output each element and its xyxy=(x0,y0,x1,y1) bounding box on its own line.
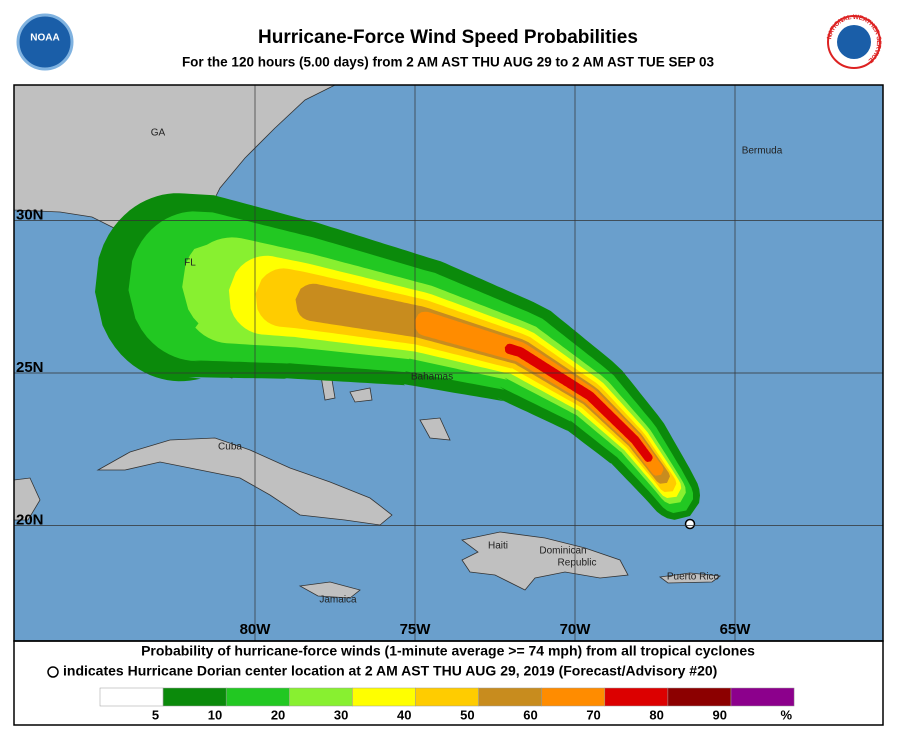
place-label: Republic xyxy=(558,558,597,569)
legend-label: 80 xyxy=(649,707,663,722)
legend-label: 90 xyxy=(713,707,727,722)
legend-box xyxy=(415,687,479,707)
probability-area xyxy=(504,343,653,462)
lon-label: 70W xyxy=(560,621,592,638)
legend-label: 5 xyxy=(152,707,159,722)
legend-box xyxy=(604,687,669,707)
place-label: Jamaica xyxy=(319,595,357,606)
lon-label: 80W xyxy=(240,621,272,638)
place-label: Dominican xyxy=(539,546,586,557)
probability-area xyxy=(295,283,670,484)
noaa-logo xyxy=(16,13,74,71)
place-label: Cuba xyxy=(218,442,242,453)
footer-line: indicates Hurricane Dorian center locati… xyxy=(63,663,717,679)
lon-label: 65W xyxy=(720,621,752,638)
legend-label: 50 xyxy=(460,707,474,722)
footer-frame xyxy=(13,640,884,726)
legend-label: 20 xyxy=(271,707,285,722)
footer-line: Probability of hurricane-force winds (1-… xyxy=(141,643,755,659)
legend-box xyxy=(162,687,227,707)
lat-label: 20N xyxy=(16,511,44,528)
legend-box xyxy=(225,687,290,707)
lon-label: 75W xyxy=(400,621,432,638)
lat-label: 30N xyxy=(16,206,44,223)
legend-label: 70 xyxy=(586,707,600,722)
place-label: Bahamas xyxy=(411,372,453,383)
legend-box xyxy=(352,687,416,707)
legend-box xyxy=(541,687,606,707)
storm-center xyxy=(684,518,696,530)
graticule xyxy=(14,85,883,641)
map xyxy=(14,85,883,641)
title: Hurricane-Force Wind Speed Probabilities xyxy=(258,27,638,48)
lat-label: 25N xyxy=(16,359,44,376)
legend-unit: % xyxy=(781,707,793,722)
place-label: Puerto Rico xyxy=(667,572,720,583)
probability-swath xyxy=(95,193,700,530)
probability-area xyxy=(414,311,664,476)
nws-logo-inner xyxy=(837,25,871,59)
legend-label: 60 xyxy=(523,707,537,722)
legend-box xyxy=(289,687,353,707)
subtitle: For the 120 hours (5.00 days) from 2 AM … xyxy=(182,55,715,70)
legend-box xyxy=(99,687,164,707)
legend-box xyxy=(667,687,732,707)
place-label: GA xyxy=(151,128,166,139)
legend: 5 10 20 30 40 50 60 70 80 90% xyxy=(99,687,795,722)
place-label: FL xyxy=(184,258,196,269)
legend-label: 10 xyxy=(208,707,222,722)
center-symbol xyxy=(47,666,59,678)
place-label: Haiti xyxy=(488,541,508,552)
place-label: Bermuda xyxy=(742,146,783,157)
legend-box xyxy=(730,687,795,707)
logo-text: NOAA xyxy=(30,33,59,44)
legend-label: 40 xyxy=(397,707,411,722)
legend-label: 30 xyxy=(334,707,348,722)
legend-box xyxy=(478,687,542,707)
